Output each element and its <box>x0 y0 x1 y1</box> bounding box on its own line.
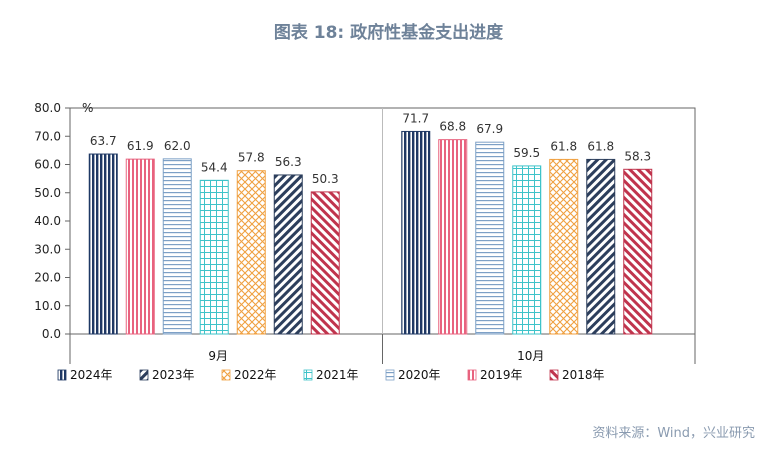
legend-swatch <box>385 369 395 381</box>
data-label: 56.3 <box>275 155 302 169</box>
bar <box>236 170 266 335</box>
data-label: 68.8 <box>439 120 466 134</box>
data-label: 62.0 <box>164 139 191 153</box>
legend-label: 2019年 <box>480 368 523 382</box>
y-unit-label: % <box>82 101 93 115</box>
data-label: 61.8 <box>550 139 577 153</box>
bar <box>199 179 229 335</box>
bar <box>438 139 468 335</box>
data-label: 67.9 <box>476 122 503 136</box>
axes: 0.0 10.0 20.0 30.0 40.0 50.0 60.0 70.0 80.0 % 9月 10… <box>34 101 696 364</box>
bar <box>512 165 542 335</box>
bar <box>549 158 579 335</box>
category-label: 10月 <box>517 349 544 363</box>
legend-swatch <box>549 369 559 381</box>
bar <box>273 174 303 335</box>
chart-title: 图表 18: 政府性基金支出进度 <box>273 23 504 43</box>
y-tick-label: 20.0 <box>34 271 61 285</box>
bar <box>125 158 155 335</box>
category-label: 9月 <box>208 349 228 363</box>
bars <box>88 130 653 335</box>
bar <box>88 153 118 335</box>
y-tick-label: 40.0 <box>34 214 61 228</box>
legend-label: 2024年 <box>70 368 113 382</box>
y-tick-label: 0.0 <box>42 327 61 341</box>
data-label: 58.3 <box>624 149 651 163</box>
bar <box>401 130 431 335</box>
y-tick-label: 50.0 <box>34 186 61 200</box>
data-label: 61.9 <box>127 139 154 153</box>
legend-swatch <box>57 369 67 381</box>
y-tick-label: 10.0 <box>34 299 61 313</box>
bar <box>623 168 653 335</box>
data-label: 63.7 <box>90 134 117 148</box>
bar <box>586 158 616 335</box>
legend-swatch <box>467 369 477 381</box>
legend-label: 2023年 <box>152 368 195 382</box>
source-note: 资料来源：Wind，兴业研究 <box>592 426 755 441</box>
y-tick-label: 80.0 <box>34 101 61 115</box>
legend-swatch <box>221 369 231 381</box>
legend-swatch <box>303 369 313 381</box>
legend-label: 2018年 <box>562 368 605 382</box>
data-label: 61.8 <box>587 139 614 153</box>
y-tick-label: 60.0 <box>34 158 61 172</box>
legend: 2024年 2023年 2022年 2021年 2020年 2019年 2018年 <box>57 368 605 382</box>
data-label: 57.8 <box>238 151 265 165</box>
legend-swatch <box>139 369 149 381</box>
bar <box>475 141 505 335</box>
legend-label: 2022年 <box>234 368 277 382</box>
data-label: 59.5 <box>513 146 540 160</box>
legend-label: 2021年 <box>316 368 359 382</box>
y-tick-label: 70.0 <box>34 129 61 143</box>
data-label: 50.3 <box>312 172 339 186</box>
legend-label: 2020年 <box>398 368 441 382</box>
bar <box>162 158 192 335</box>
value-labels: 63.7 61.9 62.0 54.4 57.8 56.3 50.3 71.7 68.8 67.9… <box>90 111 651 185</box>
data-label: 71.7 <box>402 111 429 125</box>
y-tick-label: 30.0 <box>34 242 61 256</box>
data-label: 54.4 <box>201 160 228 174</box>
bar <box>310 191 340 335</box>
